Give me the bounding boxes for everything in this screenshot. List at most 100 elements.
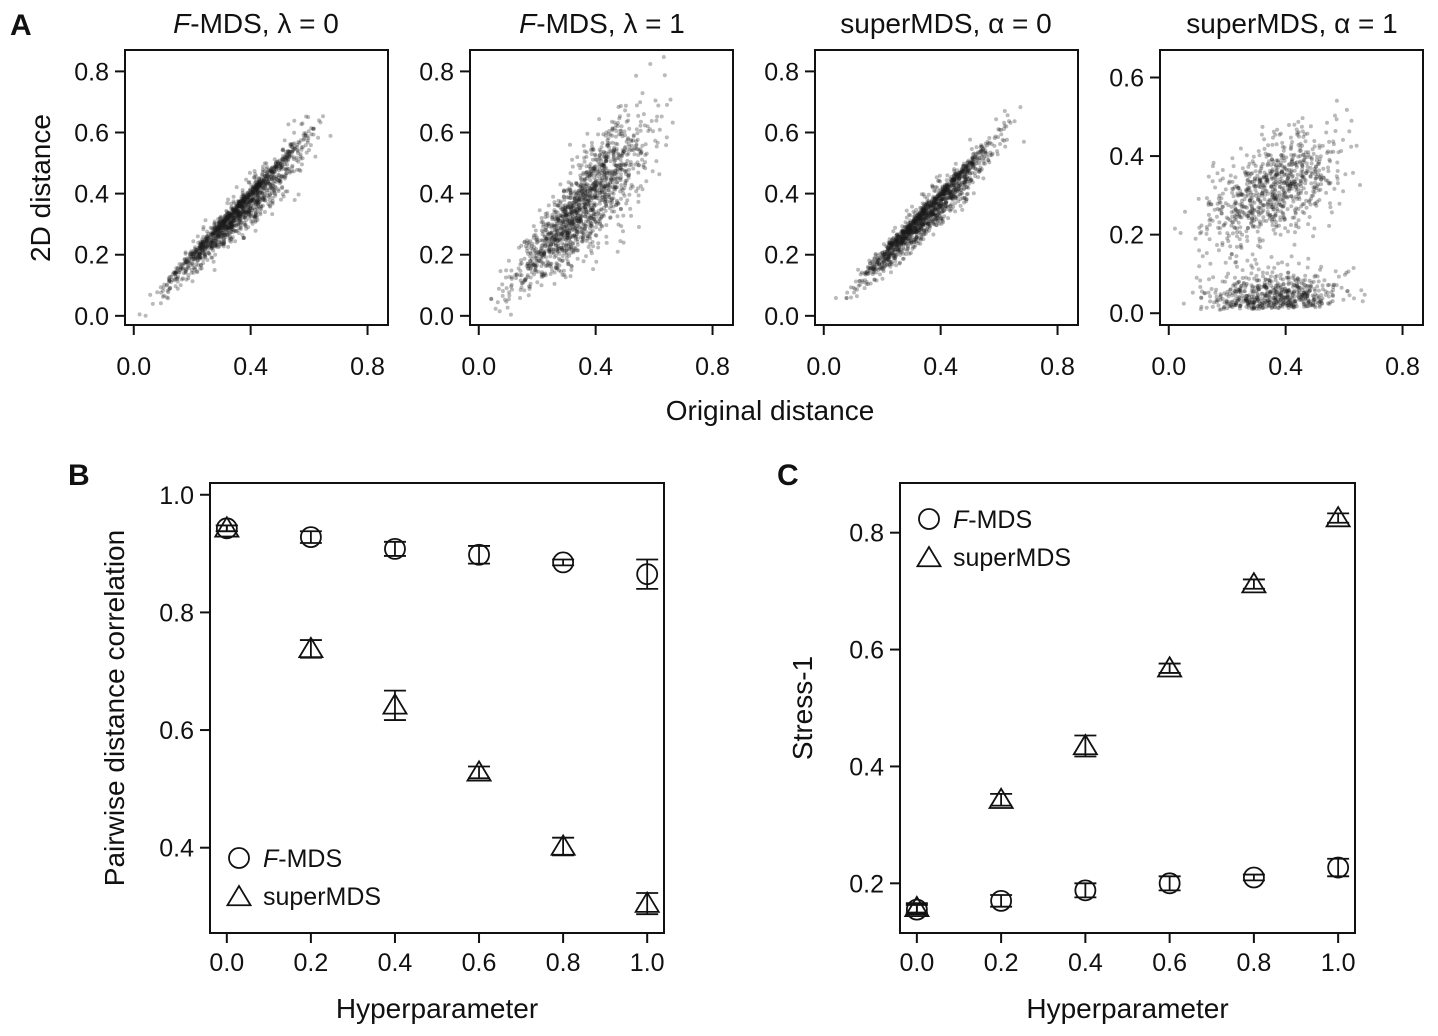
scatter-point [261,185,265,190]
scatter-point [236,199,241,204]
scatter-point [888,264,893,269]
scatter-point [561,195,566,200]
scatter-point [619,196,623,201]
scatter-point [601,212,606,217]
scatter-point [558,215,563,220]
scatter-point [235,202,240,207]
scatter-point [610,196,615,201]
scatter-point [246,195,251,200]
scatter-point [957,176,961,181]
scatter-point [221,219,226,224]
scatter-point [232,208,236,213]
scatter-point [559,221,564,226]
scatter-point [638,128,643,133]
scatter-point [243,195,248,200]
scatter-point [1347,129,1352,134]
scatter-point [293,145,297,150]
scatter-point [257,182,262,187]
scatter-point [227,236,232,241]
scatter-point [278,161,283,166]
scatter-point [222,218,227,223]
scatter-point [306,129,311,134]
scatter-point [192,266,196,271]
scatter-point [583,214,588,219]
scatter-point [960,207,965,212]
scatter-point [255,181,260,186]
scatter-point [552,227,557,232]
scatter-point [239,198,244,203]
scatter-point [201,239,205,244]
scatter-point [275,164,280,169]
scatter-point [229,222,234,227]
scatter-point [638,100,643,105]
scatter-point [221,219,226,224]
scatter-point [243,200,248,205]
scatter-point [300,156,305,161]
scatter-point [198,251,203,256]
scatter-point [247,193,252,197]
scatter-point [276,172,281,177]
scatter-point [228,212,233,217]
scatter-point [260,198,265,203]
scatter-point [571,206,576,211]
scatter-point [559,269,563,274]
scatter-point [1240,268,1245,273]
scatter-point [206,236,211,241]
scatter-point [227,230,232,235]
scatter-point [263,180,268,185]
scatter-point [627,172,632,177]
scatter-point [253,180,258,184]
scatter-point [238,203,243,208]
scatter-point [624,178,629,183]
scatter-point [274,175,279,180]
scatter-point [244,177,249,182]
scatter-point [619,167,624,172]
scatter-point [281,156,286,161]
scatter-point [259,204,264,209]
scatter-point [229,224,234,229]
scatter-point [551,223,556,228]
scatter-point [254,199,259,204]
scatter-point [219,242,224,247]
scatter-point [191,270,196,275]
scatter-point [160,288,165,293]
scatter-point [855,287,859,292]
scatter-point [612,120,617,125]
scatter-point [265,173,270,178]
scatter-point [243,204,248,209]
scatter-point [287,151,292,156]
scatter-point [230,212,235,217]
scatter-point [271,173,276,178]
scatter-point [202,252,207,257]
scatter-point [233,213,238,218]
scatter-point [226,221,231,226]
scatter-point [227,216,232,221]
scatter-point [489,296,494,301]
scatter-point [284,155,289,160]
scatter-point [275,162,280,167]
scatter-point [516,266,521,271]
scatter-point [577,188,582,193]
scatter-point [196,263,201,268]
scatter-point [265,186,270,191]
scatter-point [214,238,218,243]
scatter-point [958,203,963,208]
scatter-point [927,225,932,230]
scatter-point [901,256,906,261]
scatter-point [228,224,233,229]
scatter-point [206,251,211,255]
scatter-point [1296,225,1301,230]
scatter-point [264,182,269,187]
scatter-point [208,225,213,230]
scatter-point [616,105,621,109]
scatter-point [217,220,222,225]
scatter-point [277,178,282,183]
scatter-point [194,248,199,253]
scatter-point [287,153,292,158]
scatter-point [629,138,634,142]
scatter-point [251,192,256,197]
scatter-point [281,174,286,179]
scatter-point [911,219,916,223]
scatter-point [212,221,217,226]
scatter-point [644,151,649,156]
